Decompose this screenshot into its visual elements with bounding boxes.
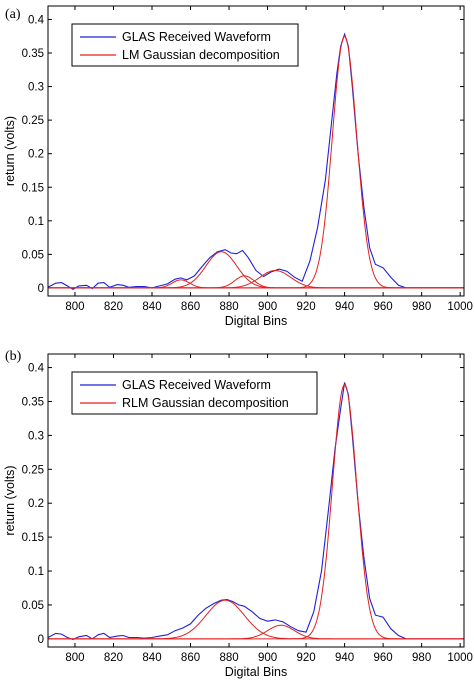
panel-a-legend-label-fit: LM Gaussian decomposition (122, 48, 280, 62)
panel-a-xtick-label: 840 (142, 301, 161, 313)
panel-b-xtick-label: 980 (412, 652, 431, 664)
panel-a-xtick-label: 920 (296, 301, 315, 313)
panel-b-series-received-waveform (48, 382, 464, 641)
panel-a-xtick-label: 820 (104, 301, 123, 313)
panel-b-ytick-label: 0 (38, 634, 44, 646)
panel-b-series-gaussian-component-3 (48, 624, 464, 640)
panel-a-xtick-label: 900 (258, 301, 277, 313)
panel-a-plot-frame (47, 5, 465, 297)
panel-b-xtick-label: 880 (219, 652, 238, 664)
panel-a-series-received-waveform (48, 32, 464, 290)
panel-a-xtick-label: 1000 (447, 301, 473, 313)
panel-a-ytick-label: 0.1 (28, 216, 44, 228)
panel-b-series-gaussian-component-2 (48, 599, 464, 640)
panel-a-ytick-label: 0.05 (22, 249, 44, 261)
panel-a-y-axis-label: return (volts) (3, 116, 17, 186)
panel-b-xtick-label: 840 (142, 652, 161, 664)
panel-a-x-axis-label: Digital Bins (225, 314, 288, 328)
panel-b-ytick-label: 0.1 (28, 566, 44, 578)
panel-b-xtick-label: 900 (258, 652, 277, 664)
panel-a-ytick-label: 0.15 (22, 182, 44, 194)
panel-b-ytick-label: 0.2 (28, 498, 44, 510)
panel-a-ytick-label: 0 (38, 283, 44, 295)
panel-a-series-gaussian-component-1 (48, 35, 464, 289)
panel-b-xtick-label: 820 (104, 652, 123, 664)
panel-a-ytick-label: 0.3 (28, 82, 44, 94)
panel-a-legend (71, 23, 299, 67)
panel-b-ytick-label: 0.35 (22, 396, 44, 408)
panel-b-label: (b) (5, 349, 22, 364)
panel-b-xtick-label: 920 (296, 652, 315, 664)
panel-b-xtick-label: 800 (65, 652, 84, 664)
panel-b-x-axis-label: Digital Bins (225, 665, 288, 679)
panel-a-xtick-label: 960 (374, 301, 393, 313)
panel-a-xtick-label: 860 (181, 301, 200, 313)
panel-b-ytick-label: 0.15 (22, 532, 44, 544)
panel-a-xtick-label: 980 (412, 301, 431, 313)
panel-a-ytick-label: 0.35 (22, 48, 44, 60)
panel-a-ytick-label: 0.2 (28, 149, 44, 161)
panel-b-ytick-label: 0.05 (22, 600, 44, 612)
panel-b-series-gaussian-component-1 (48, 383, 464, 640)
panel-b-xtick-label: 860 (181, 652, 200, 664)
panel-b-plot-frame (47, 353, 465, 648)
panel-a-xtick-label: 940 (335, 301, 354, 313)
panel-a-series-gaussian-component-5 (48, 275, 464, 289)
panel-a-ytick-label: 0.4 (28, 14, 45, 26)
panel-b-legend-label-received: GLAS Received Waveform (122, 378, 271, 392)
panel-b-y-axis-label: return (volts) (3, 465, 17, 535)
panel-a-ytick-label: 0.25 (22, 115, 44, 127)
panel-b-ytick-label: 0.25 (22, 464, 44, 476)
panel-b-xtick-label: 960 (374, 652, 393, 664)
panel-b-legend-label-fit: RLM Gaussian decomposition (122, 396, 289, 410)
panel-a-xtick-label: 800 (65, 301, 84, 313)
panel-a-xtick-label: 880 (219, 301, 238, 313)
panel-b-xtick-label: 940 (335, 652, 354, 664)
panel-b-xtick-label: 1000 (447, 652, 473, 664)
panel-a-label: (a) (5, 7, 21, 22)
panel-b-legend (71, 371, 318, 415)
panel-a-legend-label-received: GLAS Received Waveform (122, 30, 271, 44)
panel-b-ytick-label: 0.3 (28, 430, 44, 442)
panel-b-ytick-label: 0.4 (28, 363, 45, 375)
